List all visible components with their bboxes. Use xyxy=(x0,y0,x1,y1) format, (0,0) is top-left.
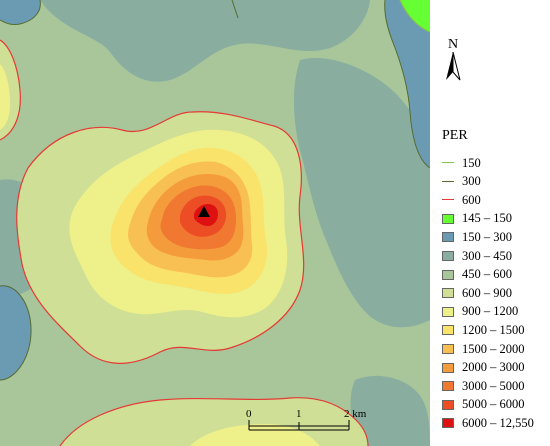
class-color-swatch xyxy=(442,269,454,280)
contour-line-swatch xyxy=(442,195,454,205)
legend-contour-label: 600 xyxy=(462,192,481,207)
legend-class-5: 900 – 1200 xyxy=(442,304,519,319)
north-arrow-icon xyxy=(446,51,461,81)
legend-class-11: 6000 – 12,550 xyxy=(442,416,534,430)
legend-class-4: 600 – 900 xyxy=(442,286,512,300)
legend-class-9: 3000 – 5000 xyxy=(442,379,525,393)
legend-class-label: 145 – 150 xyxy=(462,211,512,226)
legend-class-label: 600 – 900 xyxy=(462,285,512,300)
legend-contour-label: 300 xyxy=(462,174,481,189)
north-letter: N xyxy=(447,37,459,52)
class-color-swatch xyxy=(442,362,454,373)
legend-class-2: 300 – 450 xyxy=(442,249,512,263)
class-color-swatch xyxy=(442,381,454,392)
legend-class-6: 1200 – 1500 xyxy=(442,323,525,337)
contour-600-west xyxy=(0,39,21,141)
north-arrow: N xyxy=(440,38,466,87)
class-color-swatch xyxy=(442,306,454,317)
zone-145-150 xyxy=(400,0,430,32)
legend-class-label: 150 – 300 xyxy=(462,229,512,244)
zone-150-300-topright xyxy=(384,0,430,168)
legend-class-0: 145 – 150 xyxy=(442,211,512,226)
map-area[interactable]: 0 1 2 km xyxy=(0,0,430,446)
class-color-swatch xyxy=(442,232,454,243)
contour-300-a xyxy=(384,0,430,169)
legend-class-1: 150 – 300 xyxy=(442,230,512,244)
legend-class-label: 450 – 600 xyxy=(462,267,512,282)
legend-contour-label: 150 xyxy=(462,155,481,170)
zone-150-300-left xyxy=(0,285,32,380)
contour-300-b xyxy=(0,285,32,381)
contour-line-swatch xyxy=(442,158,454,168)
legend-class-label: 5000 – 6000 xyxy=(462,397,525,412)
class-color-swatch xyxy=(442,213,454,224)
legend-contour-2: 600 xyxy=(442,193,481,207)
legend-class-label: 900 – 1200 xyxy=(462,304,519,319)
legend-class-label: 1200 – 1500 xyxy=(462,322,525,337)
contour-map: 0 1 2 km xyxy=(0,0,430,446)
scale-tick-2: 2 km xyxy=(344,408,367,420)
zone-900-1200-leftedge xyxy=(0,64,10,130)
scale-bar: 0 1 2 km xyxy=(246,408,367,431)
contour-600-south xyxy=(59,397,369,446)
legend-panel: N PER 150 300 600 145 – 150 150 – 300 300 – 4… xyxy=(430,0,550,446)
legend-class-label: 1500 – 2000 xyxy=(462,341,525,356)
class-color-swatch xyxy=(442,399,454,410)
legend-contour-0: 150 xyxy=(442,156,481,170)
legend-class-label: 300 – 450 xyxy=(462,248,512,263)
legend-class-3: 450 – 600 xyxy=(442,267,512,282)
legend-class-label: 3000 – 5000 xyxy=(462,378,525,393)
zone-300-450-north xyxy=(40,0,370,82)
class-color-swatch xyxy=(442,344,454,354)
legend-class-10: 5000 – 6000 xyxy=(442,397,525,412)
legend-class-label: 2000 – 3000 xyxy=(462,360,525,375)
legend-title: PER xyxy=(442,128,468,143)
contour-300-d xyxy=(231,0,239,19)
class-color-swatch xyxy=(442,418,454,429)
triangle-marker-icon[interactable] xyxy=(198,206,210,217)
scale-tick-0: 0 xyxy=(246,408,252,420)
scale-tick-1: 1 xyxy=(296,408,302,420)
zone-300-450-east xyxy=(293,58,430,328)
contour-150 xyxy=(399,0,430,33)
legend-class-label: 6000 – 12,550 xyxy=(462,415,534,430)
legend-class-7: 1500 – 2000 xyxy=(442,342,525,356)
zone-150-300-top xyxy=(0,0,41,25)
contour-300-c xyxy=(0,0,41,25)
zone-300-450-southeast xyxy=(350,375,430,446)
contour-600-main xyxy=(16,111,305,364)
legend-contour-1: 300 xyxy=(442,174,481,189)
class-color-swatch xyxy=(442,251,454,261)
class-color-swatch xyxy=(442,288,454,299)
legend-class-8: 2000 – 3000 xyxy=(442,360,525,375)
contour-line-swatch xyxy=(442,177,454,187)
class-color-swatch xyxy=(442,325,454,336)
